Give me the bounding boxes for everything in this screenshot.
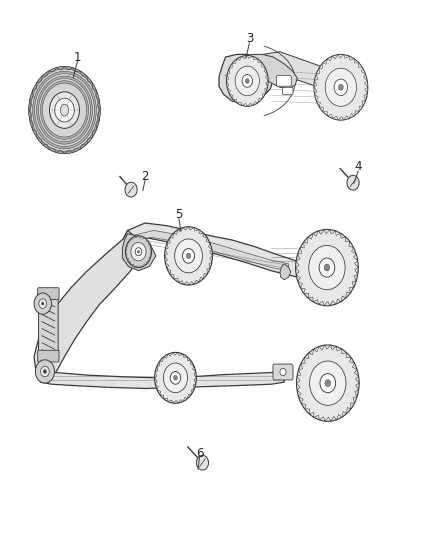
Polygon shape — [123, 223, 323, 279]
Circle shape — [320, 374, 336, 393]
Circle shape — [39, 299, 47, 309]
Circle shape — [310, 361, 346, 405]
Circle shape — [309, 245, 345, 290]
Text: 6: 6 — [196, 447, 203, 459]
Circle shape — [173, 376, 177, 380]
Circle shape — [131, 243, 146, 261]
Circle shape — [42, 302, 44, 305]
Polygon shape — [37, 372, 284, 389]
Circle shape — [49, 92, 79, 128]
Polygon shape — [122, 233, 156, 271]
Circle shape — [165, 227, 212, 285]
Circle shape — [319, 258, 335, 277]
Circle shape — [325, 68, 357, 107]
Circle shape — [163, 363, 187, 393]
Circle shape — [297, 345, 359, 421]
Circle shape — [31, 69, 98, 151]
Circle shape — [196, 455, 208, 470]
Circle shape — [314, 54, 368, 120]
Circle shape — [324, 264, 330, 271]
Text: 1: 1 — [74, 51, 81, 63]
Polygon shape — [219, 54, 273, 103]
Circle shape — [43, 369, 47, 374]
Ellipse shape — [60, 104, 69, 116]
Circle shape — [55, 98, 74, 122]
Circle shape — [42, 83, 87, 137]
Polygon shape — [237, 54, 297, 88]
Text: 4: 4 — [354, 160, 362, 173]
Circle shape — [35, 74, 94, 147]
Circle shape — [339, 84, 343, 90]
Circle shape — [36, 76, 92, 144]
Text: 3: 3 — [246, 32, 253, 45]
Circle shape — [135, 248, 142, 256]
Circle shape — [155, 352, 196, 403]
Circle shape — [33, 71, 96, 149]
Circle shape — [183, 248, 194, 263]
FancyBboxPatch shape — [276, 76, 291, 86]
FancyBboxPatch shape — [273, 364, 293, 380]
Polygon shape — [262, 52, 367, 103]
Circle shape — [41, 366, 49, 377]
Circle shape — [334, 79, 348, 95]
Circle shape — [125, 236, 152, 268]
Circle shape — [226, 55, 268, 107]
Circle shape — [242, 75, 253, 87]
Text: 2: 2 — [141, 170, 149, 183]
Circle shape — [296, 229, 358, 306]
Circle shape — [39, 78, 91, 142]
FancyBboxPatch shape — [39, 290, 58, 359]
Polygon shape — [34, 230, 145, 375]
Circle shape — [325, 379, 331, 386]
Circle shape — [187, 253, 191, 259]
Circle shape — [347, 175, 359, 190]
Circle shape — [175, 239, 202, 273]
Circle shape — [280, 368, 286, 376]
Circle shape — [29, 67, 100, 154]
FancyBboxPatch shape — [38, 350, 59, 362]
Circle shape — [35, 360, 54, 383]
Circle shape — [29, 67, 100, 154]
Circle shape — [245, 79, 249, 83]
Circle shape — [40, 81, 88, 140]
Text: 5: 5 — [175, 208, 183, 221]
Circle shape — [34, 293, 51, 314]
FancyBboxPatch shape — [283, 87, 293, 95]
Circle shape — [125, 182, 137, 197]
FancyBboxPatch shape — [38, 288, 59, 300]
Polygon shape — [131, 230, 289, 271]
Polygon shape — [280, 264, 291, 280]
Circle shape — [235, 66, 259, 96]
Circle shape — [170, 372, 181, 384]
Circle shape — [137, 250, 140, 253]
